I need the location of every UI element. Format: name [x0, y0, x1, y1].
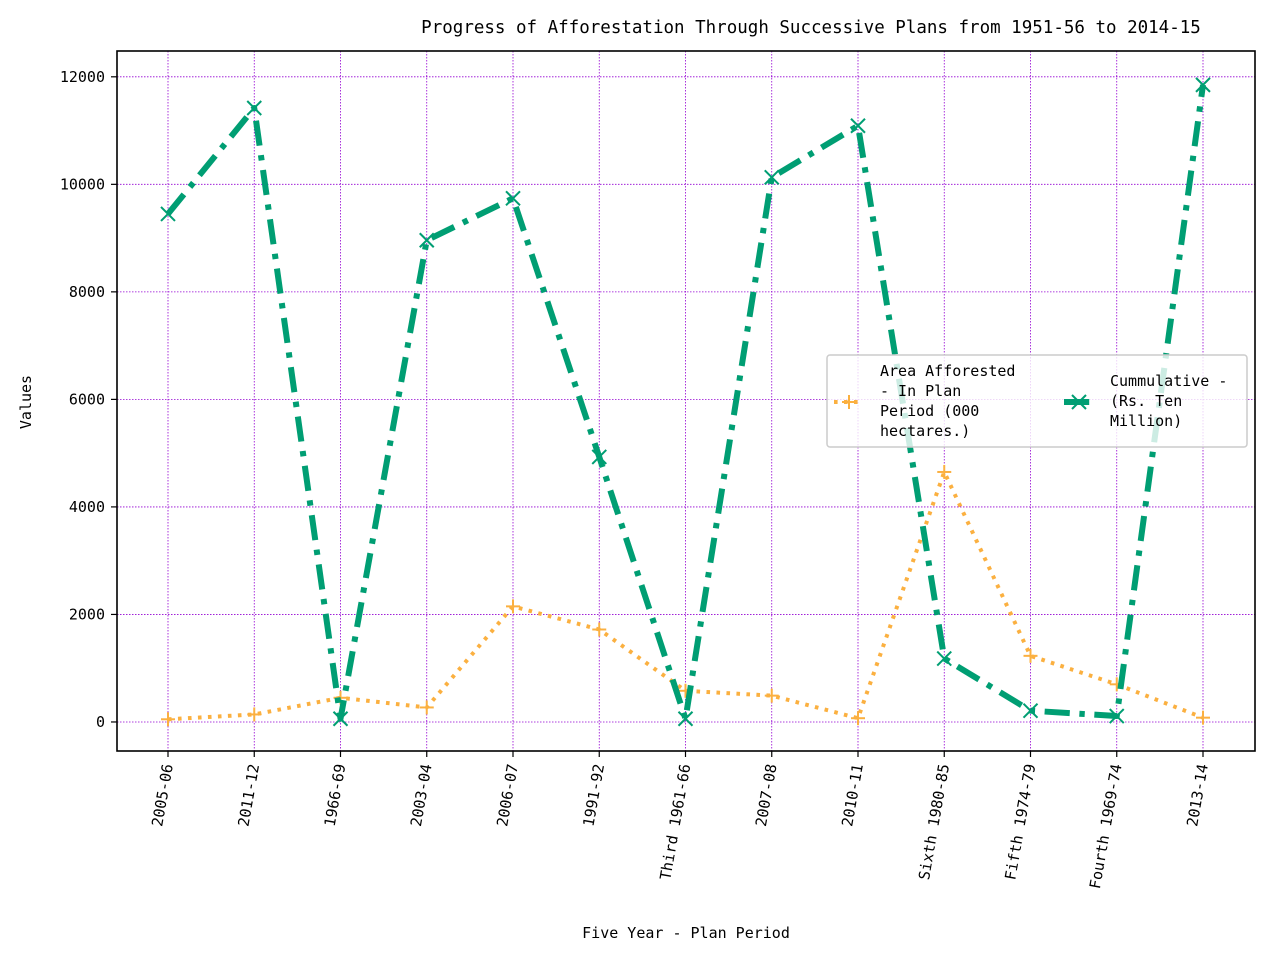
data-point-plus	[506, 599, 520, 614]
legend-label: Period (000	[880, 402, 979, 420]
series-layer	[160, 77, 1211, 727]
legend-label: - In Plan	[880, 382, 961, 400]
y-tick-label: 0	[96, 713, 105, 731]
y-tick-label: 6000	[69, 390, 105, 408]
data-point-x	[677, 711, 694, 727]
data-point-plus	[1023, 648, 1038, 663]
data-point-plus	[851, 711, 865, 726]
data-point-plus	[1196, 710, 1210, 725]
legend-item-1: Area Afforested - In Plan Period (000 hecta…	[834, 362, 1015, 440]
data-point-x	[505, 190, 521, 207]
y-tick-label: 2000	[69, 605, 105, 623]
data-point-x	[850, 118, 866, 134]
y-tick-label: 10000	[60, 175, 105, 193]
legend-label: Million)	[1110, 412, 1182, 430]
data-point-plus	[937, 464, 952, 479]
data-point-x	[1109, 708, 1125, 724]
data-point-x	[160, 206, 176, 222]
grid	[117, 51, 1255, 751]
data-point-x	[419, 232, 435, 248]
data-point-plus	[842, 395, 856, 409]
data-point-x	[764, 169, 780, 186]
y-axis-title: Values	[17, 375, 35, 429]
legend-label: hectares.)	[880, 422, 970, 440]
legend-box	[826, 354, 1248, 448]
legend-label: (Rs. Ten	[1110, 392, 1182, 410]
data-point-plus	[161, 712, 175, 727]
x-axis-title: Five Year - Plan Period	[582, 924, 790, 942]
data-point-x	[1022, 702, 1039, 719]
data-point-plus	[764, 688, 779, 703]
data-point-x	[936, 650, 952, 667]
y-tick-label: 4000	[69, 498, 105, 516]
data-point-x	[1195, 77, 1211, 93]
data-point-x	[246, 100, 262, 116]
data-point-x	[591, 449, 607, 465]
data-point-x	[1071, 394, 1087, 410]
data-point-plus	[419, 700, 434, 715]
series-2	[160, 77, 1211, 727]
chart-title: Progress of Afforestation Through Succes…	[421, 18, 1201, 38]
y-tick-label: 8000	[69, 283, 105, 301]
legend-label: Cummulative -	[1110, 372, 1227, 390]
legend-label: Area Afforested	[880, 362, 1015, 380]
data-point-plus	[247, 707, 262, 722]
y-tick-label: 12000	[60, 68, 105, 86]
data-point-plus	[592, 622, 607, 637]
legend-item-2: Cummulative - (Rs. Ten Million)	[1064, 372, 1227, 430]
legend: Area Afforested - In Plan Period (000 hecta…	[826, 354, 1248, 448]
data-point-x	[332, 711, 349, 727]
